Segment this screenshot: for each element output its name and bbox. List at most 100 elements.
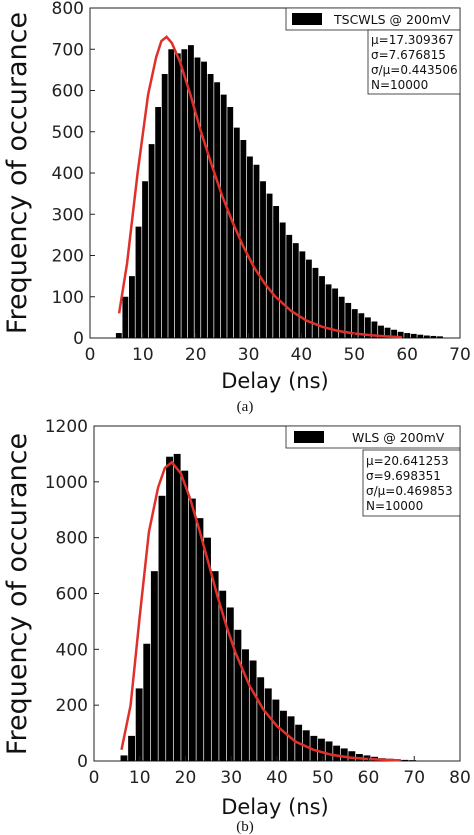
x-ticks: 0 10 20 30 40 50 60 70 80 [89,756,471,788]
x-tick-label: 30 [220,768,242,788]
y-tick-label: 200 [52,247,84,267]
histogram-bar [325,284,332,339]
x-tick-label: 80 [449,768,471,788]
histogram-bar [319,276,325,339]
x-tick-label: 10 [132,345,154,365]
stat-n: N=10000 [366,499,423,513]
histogram-bar [240,140,247,338]
histogram-bar [204,537,211,761]
y-tick-label: 400 [56,640,88,660]
x-axis-label: Delay (ns) [221,795,329,819]
histogram-bar [279,222,286,338]
y-tick-label: 0 [77,752,88,772]
histogram-bar [196,518,204,762]
histogram-bar [181,49,188,338]
y-tick-label: 0 [73,329,84,349]
x-tick-label: 0 [89,768,100,788]
histogram-bar [219,590,227,761]
histogram-bar [272,699,280,761]
x-tick-label: 20 [185,345,207,365]
stat-ratio: σ/μ=0.443506 [371,63,458,77]
y-tick-label: 400 [52,164,84,184]
stat-mean: μ=17.309367 [371,33,454,47]
y-tick-label: 300 [52,205,84,225]
histogram-bar [371,321,378,338]
histogram-bar [194,57,201,338]
histogram-bar [312,267,319,339]
histogram-bar [220,94,227,339]
stats-box [367,29,461,95]
histogram-bar [249,660,257,761]
histogram-bar [168,49,175,338]
y-axis-label: Frequency of occurance [2,433,33,755]
histogram-bar [143,643,151,761]
y-axis-label: Frequency of occurance [2,12,33,334]
stat-mean: μ=20.641253 [366,454,449,468]
histogram-bar [207,74,214,338]
histogram-bar [155,107,162,338]
histogram-bar [181,470,189,761]
histogram-bar [340,748,348,761]
histogram-bar [345,302,352,338]
histogram-bar [391,329,398,338]
legend-box [285,425,461,449]
histogram-bar [201,61,207,339]
x-ticks: 0 10 20 30 40 50 60 70 [85,333,471,365]
histogram-bar [257,677,265,761]
histogram-bar [364,317,371,339]
histogram-bar [120,755,128,761]
histogram-bar [351,309,358,339]
y-tick-label: 1200 [45,417,88,437]
x-axis-label: Delay (ns) [221,369,329,393]
histogram-bar [188,45,194,339]
fit-curve [120,460,401,762]
legend-swatch [292,13,322,25]
x-tick-label: 50 [312,768,334,788]
histogram-bar [348,751,356,761]
histogram-bar [338,296,345,338]
legend-label: TSCWLS @ 200mV [333,12,451,27]
histogram-bar [310,735,318,762]
histogram-bar [260,181,266,338]
y-tick-label: 600 [52,82,84,102]
histogram-bar [135,226,142,339]
histogram-bar [397,331,404,338]
caption-b: (b) [236,819,254,835]
histogram-bar [148,144,155,339]
x-tick-label: 0 [85,345,96,365]
histogram-bar [280,710,287,761]
stat-sigma: σ=9.698351 [366,469,441,483]
legend-label: WLS @ 200mV [352,430,445,445]
histogram-bar [409,760,417,761]
histogram-bar [174,53,181,339]
stat-ratio: σ/μ=0.469853 [366,484,453,498]
bars [120,453,417,762]
caption-a: (a) [237,399,254,415]
histogram-bar [246,156,253,338]
x-tick-label: 20 [175,768,197,788]
histogram-bar [158,495,166,761]
histogram-bar [286,234,293,339]
y-ticks: 0 200 400 600 800 1000 1200 [45,417,99,772]
histogram-bar [234,629,242,761]
histogram-bar [264,688,272,761]
histogram-bar [161,74,168,338]
y-tick-label: 600 [56,585,88,605]
histogram-bar [401,759,409,761]
x-tick-label: 10 [129,768,151,788]
y-ticks: 0 100 200 300 400 500 600 700 800 [52,0,95,349]
histogram-bar [317,738,325,761]
histogram-bar [253,164,260,338]
fit-curve [117,35,402,339]
histogram-bar [437,336,443,338]
histogram-bar [358,313,365,338]
histogram-bar [211,571,219,761]
y-tick-label: 500 [52,123,84,143]
histogram-bar [173,453,181,761]
histogram-bar [378,325,384,339]
histogram-bar [166,456,173,761]
histogram-bar [273,206,280,338]
y-tick-label: 200 [56,696,88,716]
stat-sigma: σ=7.676815 [371,48,446,62]
